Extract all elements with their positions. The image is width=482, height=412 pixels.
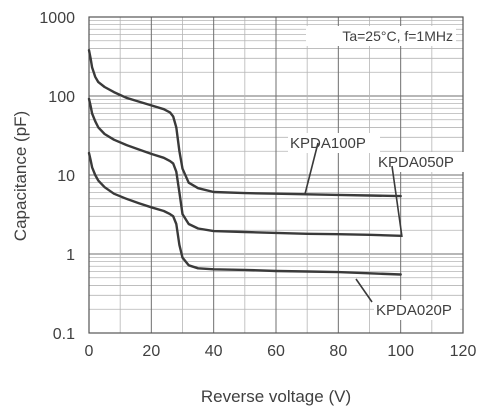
tick-labels: 0 20 40 60 80 100 120 0.1 1 10 100 1000 bbox=[39, 10, 476, 360]
y-tick-label: 10 bbox=[57, 168, 75, 185]
y-tick-label: 100 bbox=[48, 89, 75, 106]
series-line bbox=[87, 49, 402, 198]
leader-line bbox=[304, 142, 319, 195]
y-tick-label: 1000 bbox=[39, 10, 75, 27]
series-label: KPDA050P bbox=[378, 154, 454, 171]
x-tick-label: 100 bbox=[387, 343, 414, 360]
x-axis-label: Reverse voltage (V) bbox=[201, 387, 351, 406]
x-tick-label: 80 bbox=[329, 343, 347, 360]
series-line bbox=[87, 97, 402, 237]
series-label-bg bbox=[374, 300, 460, 320]
series-label-bg bbox=[288, 133, 380, 153]
conditions-annotation-bg bbox=[306, 26, 456, 46]
conditions-annotation: Ta=25°C, f=1MHz bbox=[342, 28, 453, 44]
series-group bbox=[87, 49, 402, 276]
series-label: KPDA100P bbox=[290, 135, 366, 152]
x-tick-label: 120 bbox=[450, 343, 477, 360]
series-label: KPDA020P bbox=[376, 302, 452, 319]
series-labels: KPDA100P KPDA050P KPDA020P bbox=[288, 133, 464, 320]
x-tick-label: 20 bbox=[142, 343, 160, 360]
plot-frame bbox=[88, 16, 464, 334]
series-label-bg bbox=[376, 152, 464, 172]
y-tick-label: 0.1 bbox=[53, 326, 75, 343]
x-tick-label: 60 bbox=[267, 343, 285, 360]
x-tick-label: 40 bbox=[205, 343, 223, 360]
y-tick-label: 1 bbox=[66, 247, 75, 264]
series-line bbox=[87, 151, 402, 276]
leader-line bbox=[391, 165, 403, 238]
x-tick-label: 0 bbox=[85, 343, 94, 360]
y-axis-label: Capacitance (pF) bbox=[11, 111, 30, 241]
grid bbox=[88, 16, 464, 334]
leader-line bbox=[355, 278, 373, 303]
